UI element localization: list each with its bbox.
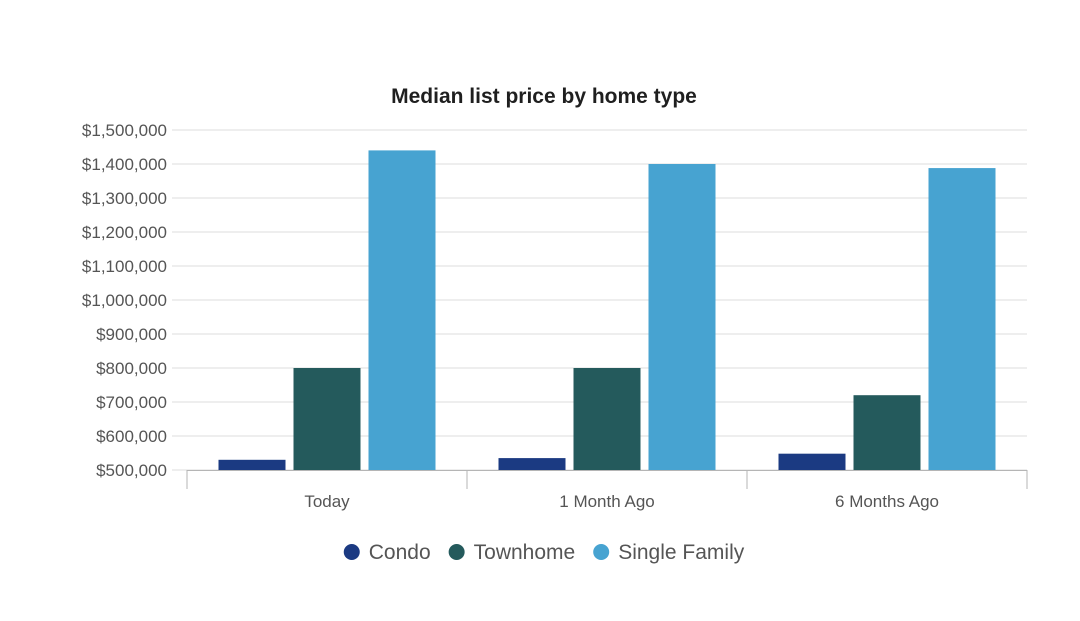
bar-townhome bbox=[853, 395, 921, 470]
y-tick-label: $1,500,000 bbox=[82, 121, 167, 140]
y-tick-label: $1,100,000 bbox=[82, 257, 167, 276]
y-axis-tick-labels: $500,000 $600,000 $700,000 $800,000 $900,000… bbox=[82, 121, 167, 480]
legend-marker bbox=[343, 544, 360, 560]
legend-label: Single Family bbox=[618, 541, 745, 564]
legend: Condo Townhome Single Family bbox=[343, 541, 745, 564]
x-tick-label: Today bbox=[304, 492, 350, 511]
bar-townhome bbox=[573, 368, 641, 470]
bars bbox=[218, 150, 996, 470]
legend-item-condo: Condo bbox=[343, 541, 431, 564]
bar-condo bbox=[778, 453, 846, 470]
y-tick-label: $1,400,000 bbox=[82, 155, 167, 174]
x-tick-label: 6 Months Ago bbox=[835, 492, 939, 511]
y-tick-label: $1,300,000 bbox=[82, 189, 167, 208]
x-axis-tick-labels: Today 1 Month Ago 6 Months Ago bbox=[304, 492, 939, 511]
y-tick-label: $1,200,000 bbox=[82, 223, 167, 242]
x-axis bbox=[186, 470, 1028, 489]
y-tick-label: $600,000 bbox=[96, 427, 167, 446]
bar-condo bbox=[218, 459, 286, 470]
bar-single-family bbox=[648, 164, 716, 470]
chart-title: Median list price by home type bbox=[391, 85, 697, 108]
y-tick-label: $800,000 bbox=[96, 359, 167, 378]
y-tick-label: $900,000 bbox=[96, 325, 167, 344]
x-tick-label: 1 Month Ago bbox=[559, 492, 654, 511]
y-tick-label: $700,000 bbox=[96, 393, 167, 412]
bar-single-family bbox=[928, 168, 996, 470]
legend-item-townhome: Townhome bbox=[448, 541, 576, 564]
bar-condo bbox=[498, 458, 566, 470]
y-tick-label: $1,000,000 bbox=[82, 291, 167, 310]
legend-marker bbox=[448, 544, 465, 560]
bar-townhome bbox=[293, 368, 361, 470]
legend-label: Condo bbox=[369, 541, 431, 564]
legend-marker bbox=[593, 544, 610, 560]
bar-single-family bbox=[368, 150, 436, 470]
y-tick-label: $500,000 bbox=[96, 461, 167, 480]
legend-label: Townhome bbox=[474, 541, 576, 564]
legend-item-single-family: Single Family bbox=[593, 541, 745, 564]
